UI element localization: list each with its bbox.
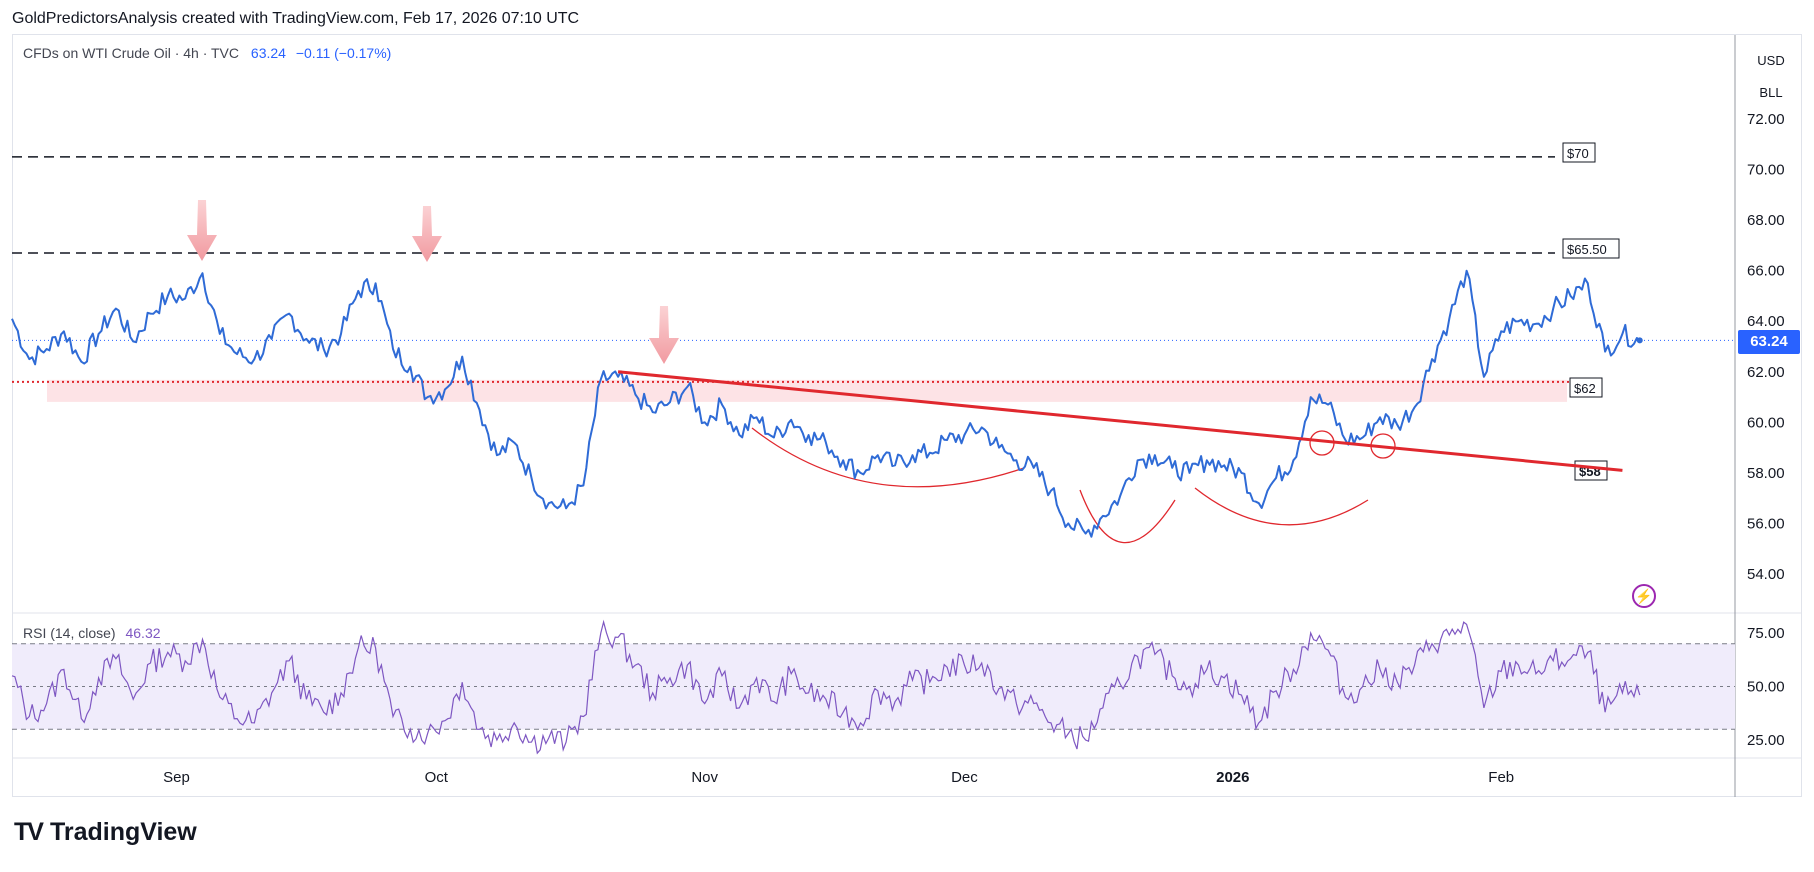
price-tick-label: 64.00 <box>1747 313 1785 330</box>
rsi-line <box>11 619 1641 755</box>
x-tick-label: Feb <box>1488 769 1514 786</box>
level-label-text: $70 <box>1567 146 1589 161</box>
axes: 54.00 56.00 58.00 60.00 62.00 64.00 66.00 68.00… <box>163 111 1784 786</box>
arrow-icon <box>412 206 442 262</box>
price-tick-label: 60.00 <box>1747 414 1785 431</box>
rsi-legend[interactable]: RSI (14, close) 46.32 <box>23 625 161 641</box>
price-change: −0.11 (−0.17%) <box>295 45 392 61</box>
price-tick-label: 70.00 <box>1747 162 1785 179</box>
current-price-tag: 63.24 <box>1738 330 1800 354</box>
level-label: $65.50 <box>1562 238 1620 259</box>
x-tick-label: Dec <box>951 769 978 786</box>
trendline-line <box>617 370 1623 472</box>
level-label-text: $65.50 <box>1567 242 1607 257</box>
last-price-dot <box>1636 337 1643 344</box>
price-tick-label: 56.00 <box>1747 515 1785 532</box>
level-label-text: $62 <box>1574 381 1596 396</box>
rsi-tick-label: 25.00 <box>1747 732 1785 749</box>
tradingview-logo[interactable]: TV TradingView <box>14 818 197 847</box>
rounding-arc-jan <box>1194 487 1369 526</box>
rsi-panel <box>11 619 1735 755</box>
currency-unit[interactable]: USD BLL <box>1741 45 1801 109</box>
rounding-arc-nov <box>751 427 1025 488</box>
level-label: $70 <box>1562 142 1596 163</box>
level-label-box <box>1562 142 1596 163</box>
rounding-arc-dec-dip <box>1079 489 1176 544</box>
last-price: 63.24 <box>250 45 286 61</box>
lightning-icon[interactable]: ⚡ <box>1632 584 1656 608</box>
arrow-icon <box>187 200 217 261</box>
top-arrows <box>187 200 679 364</box>
price-tick-label: 72.00 <box>1747 111 1785 128</box>
price-tick-label: 58.00 <box>1747 465 1785 482</box>
price-line <box>11 269 1641 538</box>
resistance-trendline[interactable] <box>617 370 1623 472</box>
price-series[interactable] <box>11 269 1643 538</box>
symbol-title: CFDs on WTI Crude Oil · 4h · TVC <box>23 45 240 61</box>
currency-label: USD <box>1757 53 1785 68</box>
level-label-box <box>1562 238 1620 259</box>
price-tick-label: 66.00 <box>1747 263 1785 280</box>
rsi-value: 46.32 <box>125 625 161 641</box>
x-tick-label: Nov <box>691 769 718 786</box>
arrow-icon <box>649 306 679 364</box>
price-tick-label: 68.00 <box>1747 212 1785 229</box>
level-label-box <box>1569 377 1603 398</box>
price-tick-label: 62.00 <box>1747 364 1785 381</box>
chart-frame <box>12 34 1802 797</box>
rsi-tick-label: 75.00 <box>1747 625 1785 642</box>
chart-attribution: GoldPredictorsAnalysis created with Trad… <box>12 10 580 27</box>
x-tick-label: Oct <box>425 769 449 786</box>
rsi-tick-label: 50.00 <box>1747 679 1785 696</box>
unit-label: BLL <box>1759 85 1783 100</box>
level-label: $62 <box>1569 377 1603 398</box>
cup-arcs <box>751 427 1396 544</box>
symbol-legend[interactable]: CFDs on WTI Crude Oil · 4h · TVC 63.24 −… <box>23 45 391 61</box>
x-tick-label: 2026 <box>1216 769 1249 786</box>
rsi-title: RSI (14, close) <box>23 625 116 641</box>
x-tick-label: Sep <box>163 769 190 786</box>
level-label: $58 <box>1574 460 1608 481</box>
tradingview-logo-icon: TV <box>14 818 44 846</box>
horizontal-levels[interactable]: $70 $65.50 $62 $58 <box>12 142 1735 481</box>
brand-name: TradingView <box>49 818 197 846</box>
price-tick-label: 54.00 <box>1747 566 1785 583</box>
